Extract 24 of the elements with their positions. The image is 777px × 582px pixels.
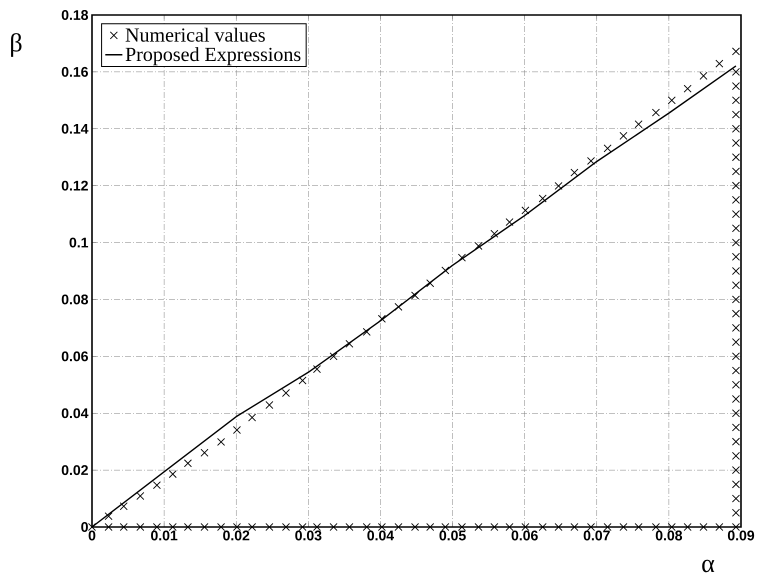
x-tick-label: 0.05	[439, 530, 466, 540]
x-tick-label: 0.01	[151, 530, 178, 540]
y-tick-label: 0.04	[62, 408, 88, 418]
y-tick-label: 0.18	[62, 10, 88, 20]
x-tick-label: 0.07	[584, 530, 610, 540]
x-tick-label: 0.03	[295, 530, 322, 540]
legend-label: Proposed Expressions	[126, 47, 300, 66]
x-tick-label: 0.06	[512, 530, 538, 540]
y-tick-label: 0.08	[62, 294, 88, 304]
x-axis-title: α	[702, 560, 714, 572]
x-tick-label: 0.02	[223, 530, 250, 540]
x-tick-label: 0.04	[367, 530, 394, 540]
y-tick-label: 0.16	[62, 66, 88, 77]
legend-label: Numerical values	[126, 28, 265, 42]
y-axis-title: β	[11, 33, 22, 57]
x-tick-label: 0	[88, 530, 96, 540]
y-tick-label: 0.02	[62, 465, 88, 476]
y-tick-label: 0	[81, 522, 88, 532]
y-tick-label: 0.1	[70, 238, 88, 248]
y-tick-label: 0.06	[62, 351, 88, 362]
x-tick-label: 0.08	[656, 530, 682, 540]
x-tick-label: 0.09	[728, 530, 754, 540]
y-tick-label: 0.12	[62, 180, 88, 191]
y-tick-label: 0.14	[62, 124, 88, 134]
